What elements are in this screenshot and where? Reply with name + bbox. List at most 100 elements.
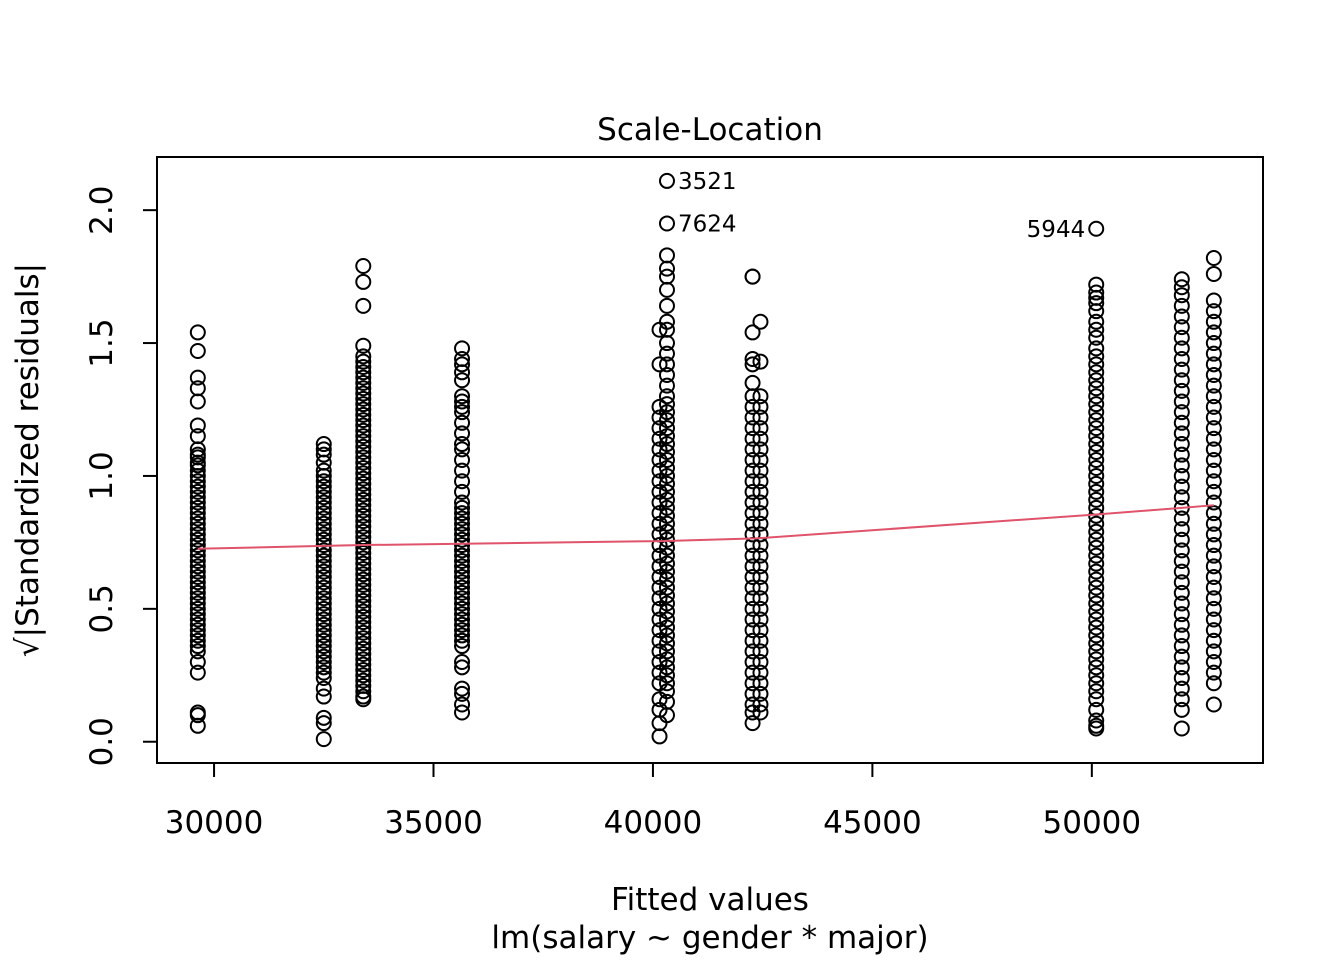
data-point [315,584,332,601]
data-point [658,627,675,644]
data-point [454,404,471,421]
data-point [1088,340,1105,357]
data-point [658,436,675,453]
data-point [315,553,332,569]
data-point [1173,425,1190,442]
data-point [355,651,372,668]
data-point [1205,292,1222,309]
data-point [454,521,471,538]
data-point [658,313,675,330]
data-point [1088,220,1105,237]
data-point [1088,321,1105,338]
data-point [1173,563,1190,580]
data-point [1205,303,1222,320]
data-point [1205,377,1222,394]
data-point [315,590,332,607]
data-point [658,297,675,314]
data-point [1088,420,1105,437]
data-point [315,494,332,511]
data-point [658,563,675,580]
data-point [1088,603,1105,620]
data-point [454,654,471,670]
data-point [454,499,471,516]
data-point [189,515,206,532]
data-point [1205,398,1222,415]
data-point [355,449,372,466]
data-point [315,611,332,628]
data-point [752,452,769,468]
data-point [1173,595,1190,612]
data-point [355,497,372,514]
data-point [454,574,471,591]
data-point [355,640,372,657]
data-point [744,715,761,732]
smooth-line [197,504,1214,550]
data-point [752,409,769,426]
data-point [189,606,206,623]
data-point [355,358,372,375]
data-point [1088,475,1105,492]
data-point [454,659,471,676]
data-point [752,547,769,564]
data-point [355,486,372,503]
data-point [658,404,675,421]
data-point [315,680,332,697]
data-point [752,473,769,490]
data-point [1088,483,1105,500]
outlier-label: 5944 [1027,217,1086,243]
data-point [355,635,372,652]
data-point [1205,388,1222,405]
data-point [454,611,471,628]
data-point [744,430,761,447]
data-point [1173,297,1190,314]
data-point [744,568,761,585]
data-point [355,491,372,508]
y-axis: 0.0 0.5 1.0 1.5 2.0 [84,186,158,766]
data-point [315,654,332,670]
data-point [189,632,206,649]
data-point [1205,366,1222,383]
data-point [454,704,471,721]
data-point [189,574,206,591]
data-point [315,643,332,660]
data-point [744,409,761,426]
data-point [658,475,675,492]
data-point [355,587,372,604]
data-point [454,372,471,389]
data-point [189,616,206,633]
data-point [454,558,471,575]
data-point [1173,720,1190,737]
smooth-line-layer [197,504,1214,550]
data-point [752,515,769,532]
data-point [752,568,769,585]
data-point [752,643,769,660]
data-point [454,600,471,617]
data-point [315,505,332,522]
y-tick-label: 1.5 [84,318,120,367]
data-point [355,630,372,647]
data-point [1173,701,1190,718]
data-point [752,505,769,522]
points-layer [189,172,1222,748]
data-point [658,667,675,684]
data-point [744,374,761,391]
data-point [355,337,372,354]
data-point [658,428,675,445]
data-point [355,672,372,689]
data-point [189,505,206,522]
data-point [1088,595,1105,612]
data-point [1205,324,1222,341]
data-point [1088,364,1105,381]
data-point [752,353,769,370]
data-point [189,553,206,569]
data-point [744,351,761,367]
data-point [1088,547,1105,564]
data-point [658,459,675,476]
data-point [189,489,206,506]
data-point [315,563,332,580]
data-point [1088,571,1105,588]
data-point [1088,712,1105,729]
data-point [1088,452,1105,468]
data-point [315,462,332,479]
data-point [189,473,206,490]
